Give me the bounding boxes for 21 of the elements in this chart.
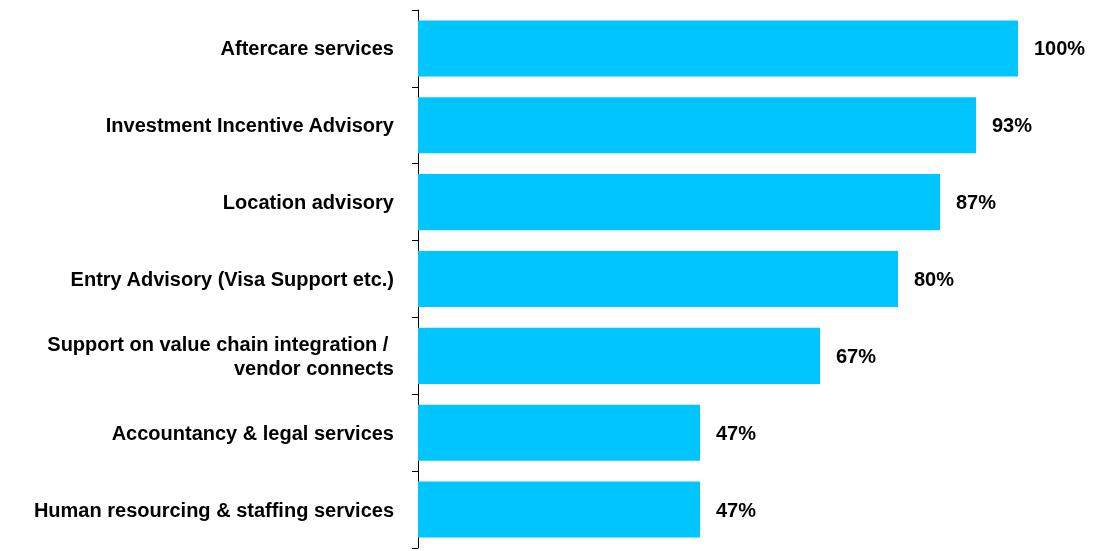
data-label: 80% [914, 268, 955, 290]
y-tick-label: Location advisory [222, 191, 395, 214]
y-tick-label: Entry Advisory (Visa Support etc.) [70, 268, 394, 290]
bar [418, 327, 820, 384]
data-label: 47% [716, 498, 757, 521]
y-tick-label: Investment Incentive Advisory [105, 114, 395, 137]
data-label: 93% [992, 114, 1033, 137]
y-tick-label: Support on value chain integration / vendor connects [47, 332, 394, 379]
y-tick-label: Aftercare services [220, 37, 394, 60]
bar [418, 481, 700, 538]
y-tick-label: Accountancy & legal services [111, 421, 394, 444]
bar [418, 20, 1018, 77]
bar [418, 250, 898, 308]
data-label: 100% [1034, 37, 1086, 60]
bar [418, 97, 976, 154]
y-tick-label: Human resourcing & staffing services [33, 498, 394, 521]
data-label: 47% [716, 421, 757, 444]
data-label: 87% [956, 191, 997, 214]
bar [418, 404, 700, 461]
data-label: 67% [836, 344, 877, 367]
bar [418, 174, 940, 231]
